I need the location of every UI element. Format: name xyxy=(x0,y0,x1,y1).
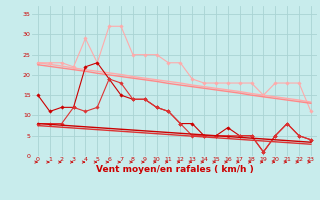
X-axis label: Vent moyen/en rafales ( km/h ): Vent moyen/en rafales ( km/h ) xyxy=(96,165,253,174)
